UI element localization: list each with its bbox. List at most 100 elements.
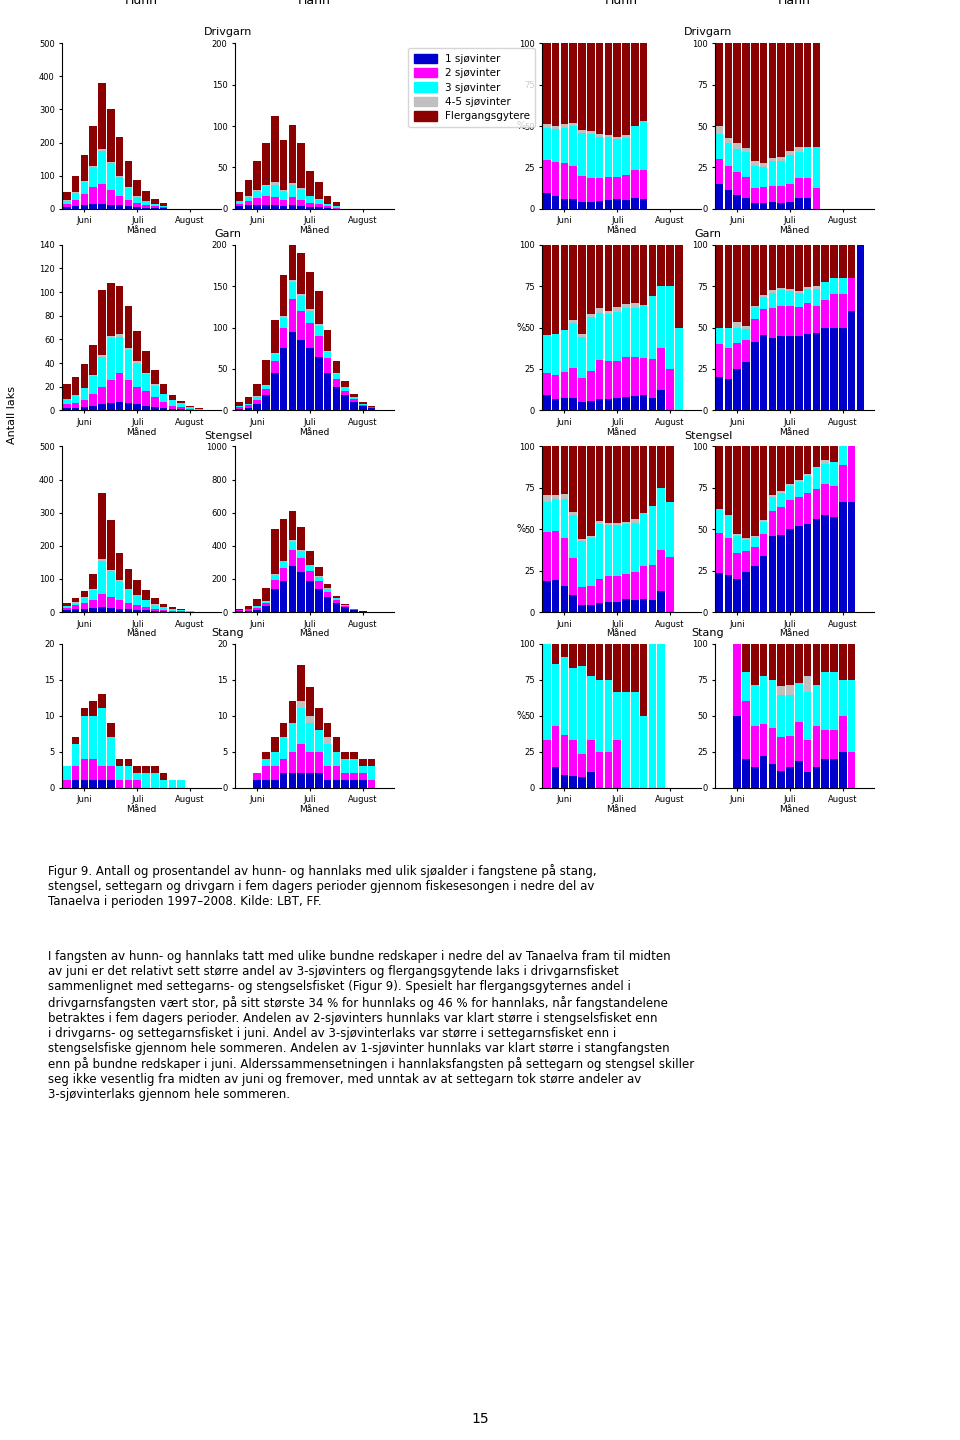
Bar — [733, 446, 741, 534]
Bar — [271, 373, 278, 410]
Bar — [262, 386, 270, 389]
Bar — [778, 305, 785, 337]
Bar — [804, 199, 811, 209]
Bar — [578, 539, 586, 540]
Bar — [751, 768, 758, 788]
Bar — [116, 373, 123, 402]
Bar — [751, 343, 758, 410]
Bar — [72, 603, 80, 605]
Bar — [649, 397, 656, 410]
Bar — [830, 446, 838, 462]
Bar — [569, 514, 577, 559]
Bar — [543, 160, 550, 193]
Bar — [675, 245, 683, 327]
Text: Garn: Garn — [214, 229, 242, 239]
Bar — [81, 156, 88, 181]
Bar — [178, 403, 185, 408]
Bar — [359, 405, 367, 406]
Text: Måned: Måned — [607, 805, 636, 814]
Bar — [116, 196, 123, 206]
Bar — [262, 752, 270, 759]
Text: Måned: Måned — [607, 226, 636, 235]
Bar — [289, 701, 296, 723]
Bar — [125, 603, 132, 609]
Bar — [839, 278, 847, 295]
Bar — [613, 177, 621, 199]
Bar — [72, 408, 80, 410]
Bar — [298, 559, 305, 572]
Bar — [116, 600, 123, 609]
Bar — [742, 327, 750, 328]
Bar — [253, 773, 261, 780]
Bar — [631, 304, 638, 308]
Bar — [578, 132, 586, 176]
Bar — [569, 595, 577, 612]
Bar — [813, 245, 820, 287]
Text: I fangsten av hunn- og hannlaks tatt med ulike bundne redskaper i nedre del av T: I fangsten av hunn- og hannlaks tatt med… — [48, 950, 694, 1100]
Bar — [108, 520, 114, 570]
Bar — [89, 575, 97, 589]
Bar — [778, 770, 785, 788]
Bar — [751, 43, 758, 161]
Bar — [280, 723, 287, 737]
Bar — [108, 338, 114, 380]
Text: Stengsel: Stengsel — [684, 431, 732, 441]
Bar — [169, 395, 176, 400]
Bar — [795, 723, 803, 762]
Bar — [280, 318, 287, 327]
Bar — [89, 187, 97, 204]
Bar — [588, 740, 594, 772]
Bar — [569, 559, 577, 595]
Bar — [631, 396, 638, 410]
Bar — [142, 351, 150, 373]
Bar — [72, 766, 80, 780]
Bar — [561, 644, 568, 657]
Bar — [236, 202, 243, 204]
Bar — [769, 680, 776, 727]
Bar — [733, 553, 741, 579]
Bar — [760, 521, 767, 534]
Bar — [569, 122, 577, 125]
Bar — [742, 572, 750, 612]
Bar — [578, 202, 586, 209]
Bar — [63, 207, 70, 209]
Bar — [822, 644, 828, 672]
Bar — [324, 351, 331, 359]
Bar — [108, 780, 114, 788]
Bar — [289, 566, 296, 612]
Bar — [778, 737, 785, 770]
Bar — [350, 752, 358, 759]
Bar — [98, 387, 106, 405]
Bar — [289, 550, 296, 566]
Bar — [786, 202, 794, 209]
Text: Drivgarn: Drivgarn — [204, 27, 252, 37]
Bar — [315, 200, 323, 204]
Bar — [588, 605, 594, 612]
Bar — [81, 194, 88, 206]
Bar — [298, 708, 305, 744]
Bar — [830, 278, 838, 295]
Bar — [289, 206, 296, 209]
Bar — [108, 766, 114, 780]
Bar — [81, 183, 88, 194]
Bar — [804, 334, 811, 410]
Bar — [333, 752, 340, 766]
Bar — [830, 759, 838, 788]
Bar — [733, 343, 741, 369]
Bar — [280, 562, 287, 569]
Bar — [271, 183, 278, 184]
Bar — [98, 82, 106, 148]
Bar — [742, 153, 750, 177]
Bar — [804, 524, 811, 612]
Bar — [306, 310, 314, 311]
Bar — [640, 121, 647, 170]
Bar — [89, 166, 97, 167]
Bar — [742, 540, 750, 552]
Bar — [596, 360, 603, 399]
Bar — [133, 180, 141, 196]
Bar — [605, 361, 612, 399]
Bar — [760, 556, 767, 612]
Bar — [786, 151, 794, 154]
Bar — [160, 206, 167, 207]
Bar — [236, 409, 243, 410]
